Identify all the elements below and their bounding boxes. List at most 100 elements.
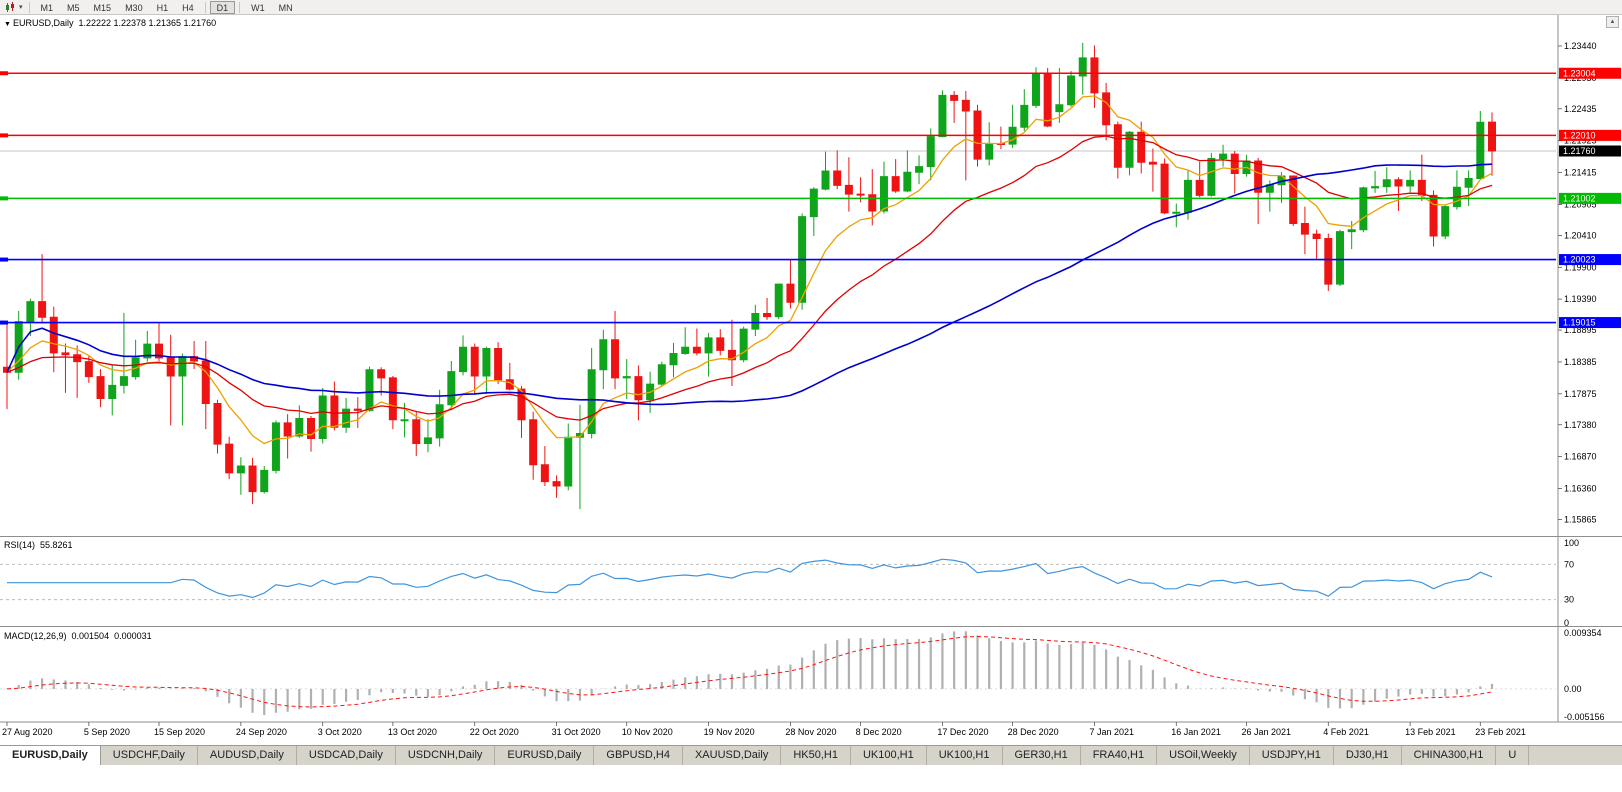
chart-tab-bar: EURUSD,Daily USDCHF,Daily AUDUSD,Daily USDC… <box>0 745 1622 765</box>
candle-body <box>482 348 491 377</box>
candle-body <box>903 171 912 192</box>
candle-body <box>739 328 748 361</box>
candle-body <box>201 360 210 404</box>
candle-body <box>143 343 152 359</box>
chart-tab-hk50-h1[interactable]: HK50,H1 <box>781 746 851 765</box>
macd-indicator-label: MACD(12,26,9) 0.001504 0.000031 <box>4 631 157 641</box>
chart-tab-u[interactable]: U <box>1496 746 1530 765</box>
timeframe-button-H4[interactable]: H4 <box>182 2 194 13</box>
candle-body <box>833 170 842 186</box>
candle-body <box>1031 73 1040 106</box>
rsi-value: 55.8261 <box>40 540 73 550</box>
price-tick-label: 1.18895 <box>1564 325 1597 335</box>
candle-body <box>1429 194 1438 237</box>
candle-body <box>1055 104 1064 113</box>
candle-body <box>1476 121 1485 179</box>
line-price-tag-text: 1.23004 <box>1563 68 1596 78</box>
price-tick-label: 1.16360 <box>1564 484 1597 494</box>
time-tick-label: 5 Sep 2020 <box>84 727 130 737</box>
candle-body <box>879 176 888 212</box>
chart-tab-usoil-weekly[interactable]: USOil,Weekly <box>1157 746 1250 765</box>
time-tick-label: 8 Dec 2020 <box>856 727 902 737</box>
price-tick-label: 1.15865 <box>1564 514 1597 524</box>
candle-body <box>178 356 187 377</box>
collapse-triangle-icon[interactable]: ▼ <box>4 21 11 28</box>
price-tick-label: 1.17875 <box>1564 389 1597 399</box>
hline-left-marker <box>0 320 8 325</box>
candle-body <box>1464 178 1473 188</box>
time-tick-label: 15 Sep 2020 <box>154 727 205 737</box>
macd-tick-label: -0.005156 <box>1564 712 1605 722</box>
scroll-up-button[interactable]: ▲ <box>1606 16 1619 28</box>
chart-tab-eurusd-daily[interactable]: EURUSD,Daily <box>495 746 595 765</box>
candle-body <box>84 361 93 378</box>
candle-body <box>599 339 608 371</box>
candlestick-chart-icon[interactable] <box>3 1 17 13</box>
candle-body <box>587 369 596 434</box>
rsi-name: RSI(14) <box>4 540 36 550</box>
timeframe-button-M15[interactable]: M15 <box>93 2 112 13</box>
candle-body <box>318 395 327 439</box>
candle-body <box>774 283 783 318</box>
chart-tab-eurusd-daily[interactable]: EURUSD,Daily <box>0 746 101 765</box>
timeframe-button-M5[interactable]: M5 <box>67 2 80 13</box>
chart-tab-dj30-h1[interactable]: DJ30,H1 <box>1333 746 1402 765</box>
candle-body <box>1359 187 1368 231</box>
candle-body <box>1078 57 1087 77</box>
candle-body <box>377 369 386 379</box>
time-tick-label: 13 Oct 2020 <box>388 727 437 737</box>
candle-body <box>155 343 164 359</box>
chart-tab-gbpusd-h4[interactable]: GBPUSD,H4 <box>594 746 683 765</box>
price-tick-label: 1.19390 <box>1564 294 1597 304</box>
line-price-tag <box>1559 317 1621 329</box>
price-tick-label: 1.20410 <box>1564 230 1597 240</box>
timeframe-button-W1[interactable]: W1 <box>251 2 265 13</box>
chart-tab-usdjpy-h1[interactable]: USDJPY,H1 <box>1249 746 1334 765</box>
candle-body <box>1254 160 1263 193</box>
time-tick-label: 10 Nov 2020 <box>622 727 673 737</box>
line-price-tag <box>1559 67 1621 79</box>
chart-tab-uk100-h1[interactable]: UK100,H1 <box>850 746 927 765</box>
chart-tab-usdcnh-daily[interactable]: USDCNH,Daily <box>395 746 496 765</box>
hline-left-marker <box>0 133 8 138</box>
macd-tick-label: 0.009354 <box>1564 628 1602 638</box>
candle-body <box>1219 153 1228 159</box>
candle-body <box>96 376 105 399</box>
timeframe-button-H1[interactable]: H1 <box>156 2 169 13</box>
candle-body <box>868 194 877 212</box>
price-tick-label: 1.23440 <box>1564 41 1597 51</box>
chart-title: ▼ EURUSD,Daily 1.22222 1.22378 1.21365 1.2… <box>4 18 221 28</box>
line-price-tag-text: 1.20023 <box>1563 255 1596 265</box>
timeframe-button-D1[interactable]: D1 <box>209 0 236 14</box>
chart-tab-uk100-h1[interactable]: UK100,H1 <box>926 746 1003 765</box>
time-tick-label: 28 Nov 2020 <box>785 727 836 737</box>
chart-tab-audusd-daily[interactable]: AUDUSD,Daily <box>197 746 297 765</box>
chart-tab-xauusd-daily[interactable]: XAUUSD,Daily <box>682 746 782 765</box>
candle-body <box>1125 131 1134 168</box>
candle-body <box>716 337 725 351</box>
timeframe-button-MN[interactable]: MN <box>278 2 293 13</box>
chart-tab-fra40-h1[interactable]: FRA40,H1 <box>1080 746 1158 765</box>
time-tick-label: 22 Oct 2020 <box>470 727 519 737</box>
hline-left-marker <box>0 257 8 262</box>
chart-tab-usdcad-daily[interactable]: USDCAD,Daily <box>296 746 396 765</box>
chart-tab-china300-h1[interactable]: CHINA300,H1 <box>1401 746 1497 765</box>
candle-body <box>225 443 234 474</box>
candle-body <box>950 94 959 101</box>
candle-body <box>1371 186 1380 189</box>
chart-type-dropdown-caret-icon[interactable]: ▾ <box>19 4 23 11</box>
chart-tab-usdchf-daily[interactable]: USDCHF,Daily <box>100 746 198 765</box>
candle-body <box>1406 179 1415 187</box>
timeframe-button-M30[interactable]: M30 <box>125 2 143 13</box>
macd-main-value: 0.001504 <box>71 631 110 641</box>
macd-pane <box>0 631 1556 716</box>
candle-body <box>166 357 175 377</box>
time-tick-label: 17 Dec 2020 <box>937 727 988 737</box>
chart-tab-ger30-h1[interactable]: GER30,H1 <box>1002 746 1081 765</box>
candle-body <box>1020 104 1029 128</box>
timeframe-button-M1[interactable]: M1 <box>40 2 54 13</box>
candle-body <box>494 348 503 381</box>
candle-body <box>926 136 935 168</box>
rsi-tick-label: 100 <box>1564 538 1579 548</box>
line-price-tag-text: 1.22010 <box>1563 130 1596 140</box>
